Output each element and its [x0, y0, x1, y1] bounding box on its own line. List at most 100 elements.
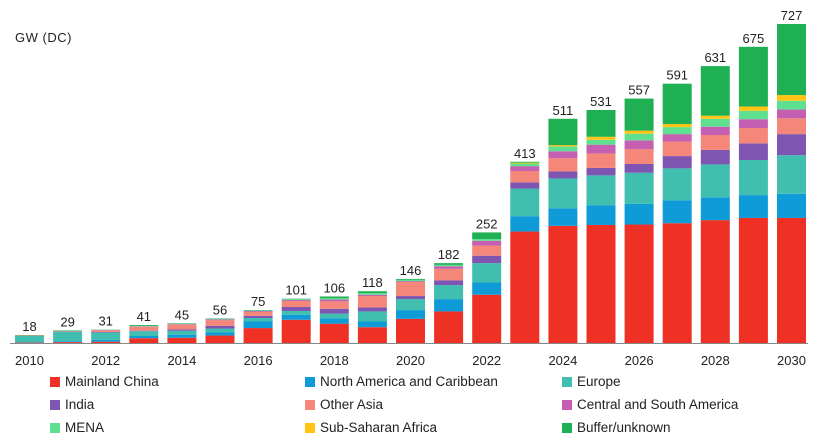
bar-segment	[319, 313, 349, 319]
bar-segment	[357, 292, 387, 295]
bar-segment	[434, 280, 464, 286]
total-label: 56	[213, 302, 227, 317]
legend-item: India	[50, 397, 94, 412]
x-tick-label: 2014	[167, 353, 196, 368]
bar-segment	[319, 323, 349, 343]
bar-segment	[357, 294, 387, 297]
bar-segment	[434, 268, 464, 281]
bar-segment	[129, 338, 159, 343]
legend-item: Mainland China	[50, 374, 159, 389]
bar-segment	[700, 118, 730, 127]
bar-segment	[281, 319, 311, 343]
bar-segment	[281, 310, 311, 315]
bar-segment	[738, 217, 768, 343]
total-label: 511	[553, 103, 574, 118]
bar-segment	[700, 149, 730, 165]
total-label: 31	[98, 313, 112, 328]
bar-segment	[472, 255, 502, 264]
bar-segment	[472, 282, 502, 295]
bar-segment	[91, 341, 121, 343]
bar-segment	[205, 320, 235, 326]
legend-swatch	[50, 399, 60, 410]
legend-swatch	[562, 422, 572, 433]
stacked-bar-chart: 18 2010 29 31 2012 41 45 2014 56 75 2016 101 106 2018…	[10, 8, 808, 368]
bar-segment	[586, 139, 616, 145]
legend-label: Mainland China	[65, 374, 159, 389]
bar-segment	[167, 330, 197, 335]
bar-segment	[472, 239, 502, 241]
bar-segment	[205, 319, 235, 321]
bar-segment	[510, 188, 540, 217]
bar-segment	[472, 263, 502, 283]
bar-segment	[700, 115, 730, 119]
total-label: 146	[400, 263, 422, 278]
bar-segment	[53, 342, 83, 343]
total-label: 182	[438, 247, 460, 262]
legend-swatch	[562, 376, 572, 387]
legend-item: Sub-Saharan Africa	[305, 420, 437, 435]
bar-segment	[738, 160, 768, 196]
bar-segment	[434, 311, 464, 343]
bar-segment	[548, 145, 578, 147]
bar-segment	[396, 279, 425, 282]
bar-segment	[396, 318, 425, 343]
bar-segment	[624, 140, 654, 150]
bar-segment	[129, 325, 159, 326]
total-label: 41	[137, 309, 151, 324]
bar-segment	[281, 299, 311, 301]
bar-segment	[357, 291, 387, 293]
x-tick-label: 2020	[396, 353, 425, 368]
bar-segment	[700, 164, 730, 198]
bar-segment	[662, 127, 692, 135]
bar-segment	[738, 119, 768, 128]
total-label: 29	[60, 314, 74, 329]
bar-segment	[243, 315, 273, 318]
bar-segment	[472, 240, 502, 246]
bar-segment	[738, 46, 768, 107]
bar-segment	[205, 325, 235, 329]
legend-item: Central and South America	[562, 397, 738, 412]
bar-segment	[777, 95, 806, 101]
bar-segment	[434, 299, 464, 312]
bar-segment	[396, 310, 425, 319]
legend-label: MENA	[65, 420, 105, 435]
legend-label: Sub-Saharan Africa	[320, 420, 438, 435]
bar-segment	[586, 153, 616, 168]
bar-segment	[167, 324, 197, 330]
bar-segment	[700, 135, 730, 150]
bar-segment	[205, 328, 235, 333]
legend-swatch	[50, 422, 60, 433]
bar-segment	[548, 171, 578, 179]
bar-segment	[510, 231, 540, 343]
total-label: 591	[666, 68, 688, 83]
bar-segment	[357, 311, 387, 322]
bar-segment	[662, 168, 692, 201]
legend-swatch	[305, 399, 315, 410]
bar-segment	[777, 100, 806, 110]
bar-segment	[624, 224, 654, 343]
bar-segment	[91, 332, 121, 340]
bar-segment	[434, 263, 464, 265]
bar-segment	[129, 335, 159, 339]
bar-segment	[167, 337, 197, 343]
bar-segment	[319, 298, 349, 300]
bar-segment	[510, 182, 540, 189]
total-label: 106	[323, 280, 345, 295]
bar-segment	[777, 193, 806, 218]
bar-segment	[777, 24, 806, 96]
bar-segment	[357, 307, 387, 312]
bar-segment	[738, 195, 768, 218]
bar-segment	[91, 330, 121, 333]
bar-segment	[510, 163, 540, 167]
total-label: 631	[704, 50, 726, 65]
legend-item: North America and Caribbean	[305, 374, 498, 389]
bar-segment	[548, 225, 578, 343]
bar-segment	[53, 332, 83, 342]
bar-segment	[624, 149, 654, 164]
bar-segment	[586, 205, 616, 225]
bar-segment	[624, 130, 654, 134]
bar-segment	[777, 217, 806, 343]
bar-segment	[510, 162, 540, 164]
legend-label: Central and South America	[577, 397, 739, 412]
total-label: 413	[514, 146, 536, 161]
